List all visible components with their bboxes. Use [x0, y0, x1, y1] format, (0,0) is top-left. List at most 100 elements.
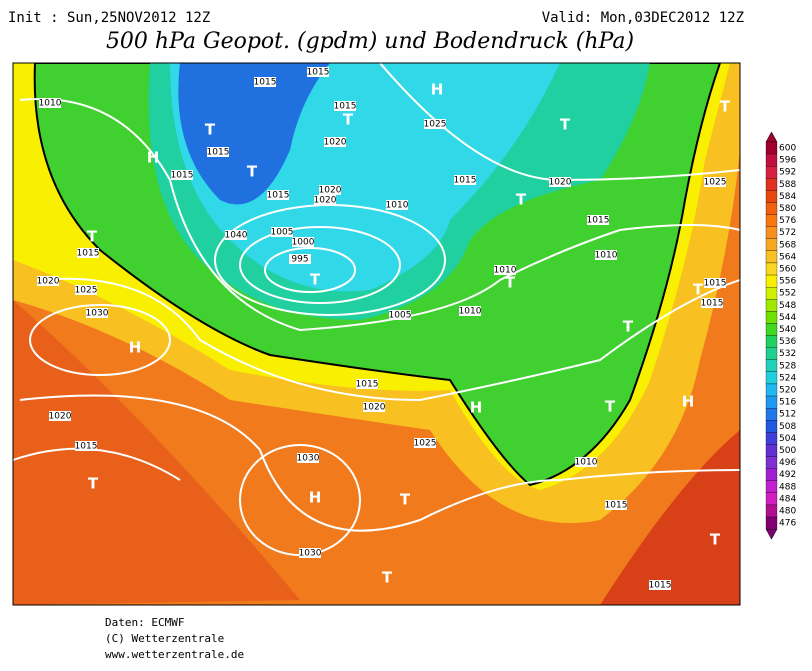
pressure-label-bg: [171, 170, 193, 180]
colorbar-swatch: [765, 274, 778, 288]
pressure-label-bg: [267, 190, 289, 200]
pressure-label-bg: [389, 310, 411, 320]
colorbar-swatch: [765, 395, 778, 409]
colorbar-swatch: [765, 250, 778, 264]
pressure-label-bg: [459, 306, 481, 316]
colorbar-swatch: [765, 214, 778, 227]
pressure-center: T: [310, 271, 321, 289]
pressure-label-bg: [254, 77, 276, 87]
colorbar-label: 580: [779, 204, 796, 214]
pressure-label-bg: [75, 441, 97, 451]
colorbar-label: 524: [779, 373, 796, 383]
pressure-label: 1010: [386, 201, 409, 211]
colorbar-label: 572: [779, 228, 796, 238]
pressure-label: 1020: [363, 403, 386, 413]
pressure-center: T: [560, 116, 571, 134]
colorbar-label: 552: [779, 289, 796, 299]
pressure-label: 1030: [297, 454, 320, 464]
pressure-center: T: [605, 398, 616, 416]
pressure-label: 1015: [267, 191, 290, 201]
colorbar-label: 544: [779, 313, 796, 323]
colorbar-swatch: [765, 202, 778, 215]
colorbar-label: 528: [779, 361, 796, 371]
pressure-center: T: [87, 228, 98, 246]
field-blue: [178, 63, 330, 205]
colorbar-label: 540: [779, 325, 796, 335]
colorbar-label: 576: [779, 216, 796, 226]
pressure-label-bg: [575, 457, 597, 467]
pressure-label: 1030: [299, 549, 322, 559]
pressure-label-bg: [704, 177, 726, 187]
colorbar-label: 476: [779, 519, 796, 529]
colorbar-swatch: [765, 323, 778, 336]
colorbar-swatch: [765, 371, 778, 385]
pressure-center: H: [147, 149, 160, 167]
colorbar-swatch: [765, 492, 778, 506]
pressure-label: 1020: [49, 412, 72, 422]
field-dark: [600, 430, 740, 605]
pressure-label: 1025: [414, 439, 437, 449]
pressure-label-bg: [454, 175, 476, 185]
pressure-label-bg: [704, 278, 726, 288]
pressure-center: T: [247, 163, 258, 181]
colorbar-label: 560: [779, 265, 796, 275]
pressure-label: 1015: [649, 581, 672, 591]
colorbar-label: 568: [779, 240, 796, 250]
colorbar-label: 556: [779, 277, 796, 287]
map-labels: 1010101510151015101510151020102010201015…: [37, 67, 731, 591]
map-frame: [12, 62, 741, 606]
colorbar: 600 596 592 588 584 580 576 572 568 564 560 556 552 5…: [765, 131, 796, 540]
pressure-label-bg: [549, 177, 571, 187]
init-time: Init : Sun,25NOV2012 12Z: [8, 10, 210, 26]
colorbar-swatch: [765, 299, 778, 312]
pressure-label: 1015: [307, 68, 330, 78]
pressure-label-bg: [207, 147, 229, 157]
pressure-label-bg: [605, 500, 627, 510]
colorbar-label: 504: [779, 434, 796, 444]
pressure-label: 1015: [77, 249, 100, 259]
pressure-label: 1010: [595, 251, 618, 261]
pressure-label: 1020: [37, 277, 60, 287]
colorbar-swatch: [765, 468, 778, 481]
colorbar-swatch: [765, 178, 778, 191]
colorbar-label: 592: [779, 168, 796, 178]
colorbar-swatch: [765, 432, 778, 445]
pressure-label-bg: [334, 101, 356, 111]
pressure-center: H: [431, 81, 444, 99]
colorbar-label: 484: [779, 494, 796, 504]
pressure-label-bg: [595, 250, 617, 260]
pressure-label-bg: [297, 453, 319, 463]
pressure-label: 1015: [334, 102, 357, 112]
pressure-center: H: [309, 489, 322, 507]
colorbar-swatch: [765, 190, 778, 203]
pressure-label: 1010: [459, 307, 482, 317]
pressure-label: 1025: [704, 178, 727, 188]
pressure-center: H: [682, 393, 695, 411]
pressure-label-bg: [289, 254, 311, 264]
pressure-center: T: [382, 569, 393, 587]
pressure-label: 1000: [292, 238, 315, 248]
valid-time: Valid: Mon,03DEC2012 12Z: [542, 10, 744, 26]
pressure-label-bg: [587, 215, 609, 225]
colorbar-swatch: [765, 480, 778, 494]
colorbar-swatch: [765, 407, 778, 421]
pressure-label: 1005: [389, 311, 412, 321]
colorbar-label: 488: [779, 482, 796, 492]
colorbar-swatch: [765, 444, 778, 457]
pressure-label-bg: [39, 98, 61, 108]
pressure-label: 1020: [319, 186, 342, 196]
colorbar-swatch: [765, 335, 778, 348]
colorbar-label: 512: [779, 410, 796, 420]
colorbar-swatch: [765, 383, 778, 397]
colorbar-label: 500: [779, 446, 796, 456]
pressure-center: T: [88, 475, 99, 493]
pressure-label-bg: [225, 230, 247, 240]
colorbar-label: 596: [779, 156, 796, 166]
colorbar-label: 588: [779, 180, 796, 190]
colorbar-swatch: [765, 311, 778, 324]
pressure-label: 1040: [225, 231, 248, 241]
pressure-label-bg: [319, 185, 341, 195]
pressure-label: 1010: [575, 458, 598, 468]
pressure-center: T: [343, 111, 354, 129]
